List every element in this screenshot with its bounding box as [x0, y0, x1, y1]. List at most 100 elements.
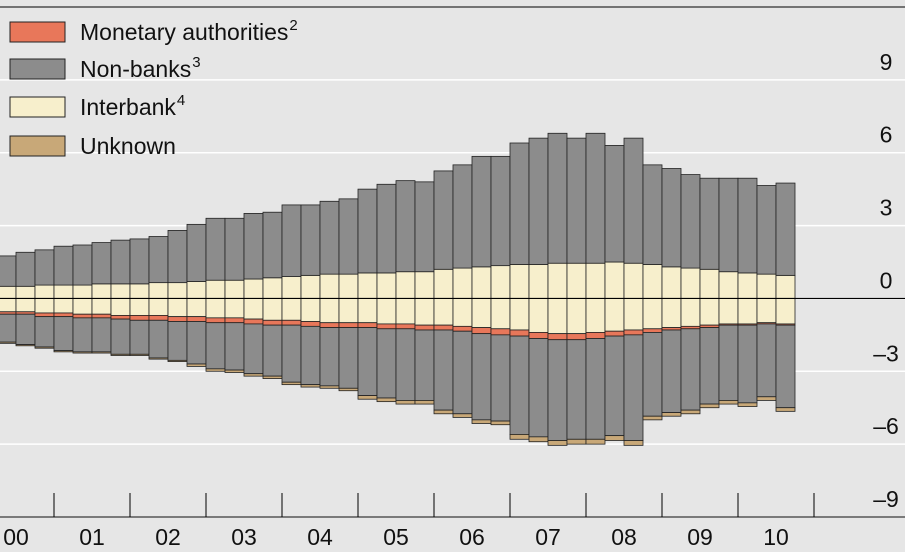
bar-segment — [129, 238, 150, 285]
bar-segment — [224, 369, 245, 373]
bar-segment — [490, 328, 511, 336]
bar-segment — [319, 327, 340, 387]
bar-segment — [737, 298, 758, 325]
bar-segment — [775, 182, 796, 276]
bar-segment — [452, 325, 473, 332]
bar-segment — [775, 298, 796, 325]
bar-segment — [53, 316, 74, 352]
bar-segment — [528, 332, 549, 339]
bar-segment — [528, 298, 549, 333]
x-tick-label: 02 — [155, 524, 181, 550]
bar-segment — [357, 395, 378, 400]
bar-segment — [547, 298, 568, 335]
bar-segment — [53, 312, 74, 318]
x-tick-label: 01 — [79, 524, 105, 550]
bar-segment — [224, 279, 245, 299]
bar-segment — [414, 400, 435, 405]
bar-segment — [737, 177, 758, 274]
bar-segment — [281, 324, 302, 383]
bar-segment — [756, 323, 777, 398]
x-tick-label: 04 — [307, 524, 333, 550]
bar-segment — [186, 321, 207, 365]
bar-segment — [585, 338, 606, 440]
bar-segment — [91, 351, 112, 354]
bar-segment — [15, 313, 36, 345]
bar-segment — [414, 271, 435, 299]
bar-segment — [167, 321, 188, 361]
bar-segment — [129, 319, 150, 355]
bar-segment — [281, 204, 302, 277]
bar-segment — [604, 298, 625, 332]
bar-segment — [452, 298, 473, 327]
bar-segment — [756, 185, 777, 275]
x-tick-label: 09 — [687, 524, 713, 550]
bar-segment — [53, 245, 74, 286]
bar-segment — [262, 277, 283, 299]
bar-segment — [357, 188, 378, 274]
bar-segment — [34, 284, 55, 299]
bar-segment — [585, 438, 606, 445]
y-tick-label: –6 — [873, 413, 899, 439]
bar-segment — [376, 328, 397, 399]
bar-segment — [357, 322, 378, 328]
bar-segment — [452, 413, 473, 418]
bar-segment — [72, 244, 93, 286]
bar-segment — [414, 298, 435, 326]
bar-segment — [34, 249, 55, 286]
bar-segment — [15, 285, 36, 299]
legend-footnote: 2 — [289, 17, 297, 34]
bar-segment — [148, 319, 169, 359]
bar-segment — [699, 327, 720, 405]
y-tick-label: –3 — [873, 340, 899, 366]
bar-segment — [756, 396, 777, 401]
bar-segment — [395, 180, 416, 273]
bar-segment — [148, 315, 169, 321]
bar-segment — [319, 322, 340, 328]
x-tick-label: 07 — [535, 524, 561, 550]
bar-segment — [490, 298, 511, 330]
bar-segment — [775, 324, 796, 409]
y-tick-label: 9 — [880, 49, 893, 75]
bar-segment — [661, 298, 682, 328]
bar-segment — [110, 298, 131, 316]
legend-footnote: 3 — [192, 54, 200, 71]
bar-segment — [91, 298, 112, 315]
bar-segment — [566, 339, 587, 440]
y-tick-label: 0 — [880, 267, 893, 293]
bar-segment — [129, 283, 150, 299]
bar-segment — [167, 298, 188, 318]
bar-segment — [376, 323, 397, 330]
bar-segment — [414, 181, 435, 273]
bar-segment — [680, 298, 701, 327]
bar-segment — [167, 316, 188, 322]
bar-segment — [623, 440, 644, 446]
bar-segment — [129, 353, 150, 356]
bar-segment — [91, 242, 112, 285]
bar-segment — [585, 332, 606, 339]
bar-segment — [661, 329, 682, 413]
bar-segment — [72, 313, 93, 319]
bar-segment — [623, 298, 644, 331]
bar-segment — [281, 298, 302, 321]
bar-segment — [300, 298, 321, 322]
bar-segment — [338, 298, 359, 324]
bar-segment — [718, 271, 739, 299]
bar-segment — [528, 436, 549, 443]
bar-segment — [357, 327, 378, 396]
bar-segment — [718, 324, 739, 401]
bar-segment — [509, 329, 530, 337]
bar-segment — [262, 298, 283, 321]
bar-segment — [281, 381, 302, 386]
bar-segment — [547, 339, 568, 441]
bar-segment — [224, 322, 245, 371]
bar-segment — [566, 137, 587, 264]
x-tick-label: 05 — [383, 524, 409, 550]
bar-segment — [471, 419, 492, 424]
bar-segment — [623, 334, 644, 441]
bar-segment — [34, 316, 55, 348]
bar-segment — [509, 298, 530, 331]
bar-segment — [186, 363, 207, 367]
bar-segment — [205, 279, 226, 299]
bar-segment — [110, 353, 131, 356]
